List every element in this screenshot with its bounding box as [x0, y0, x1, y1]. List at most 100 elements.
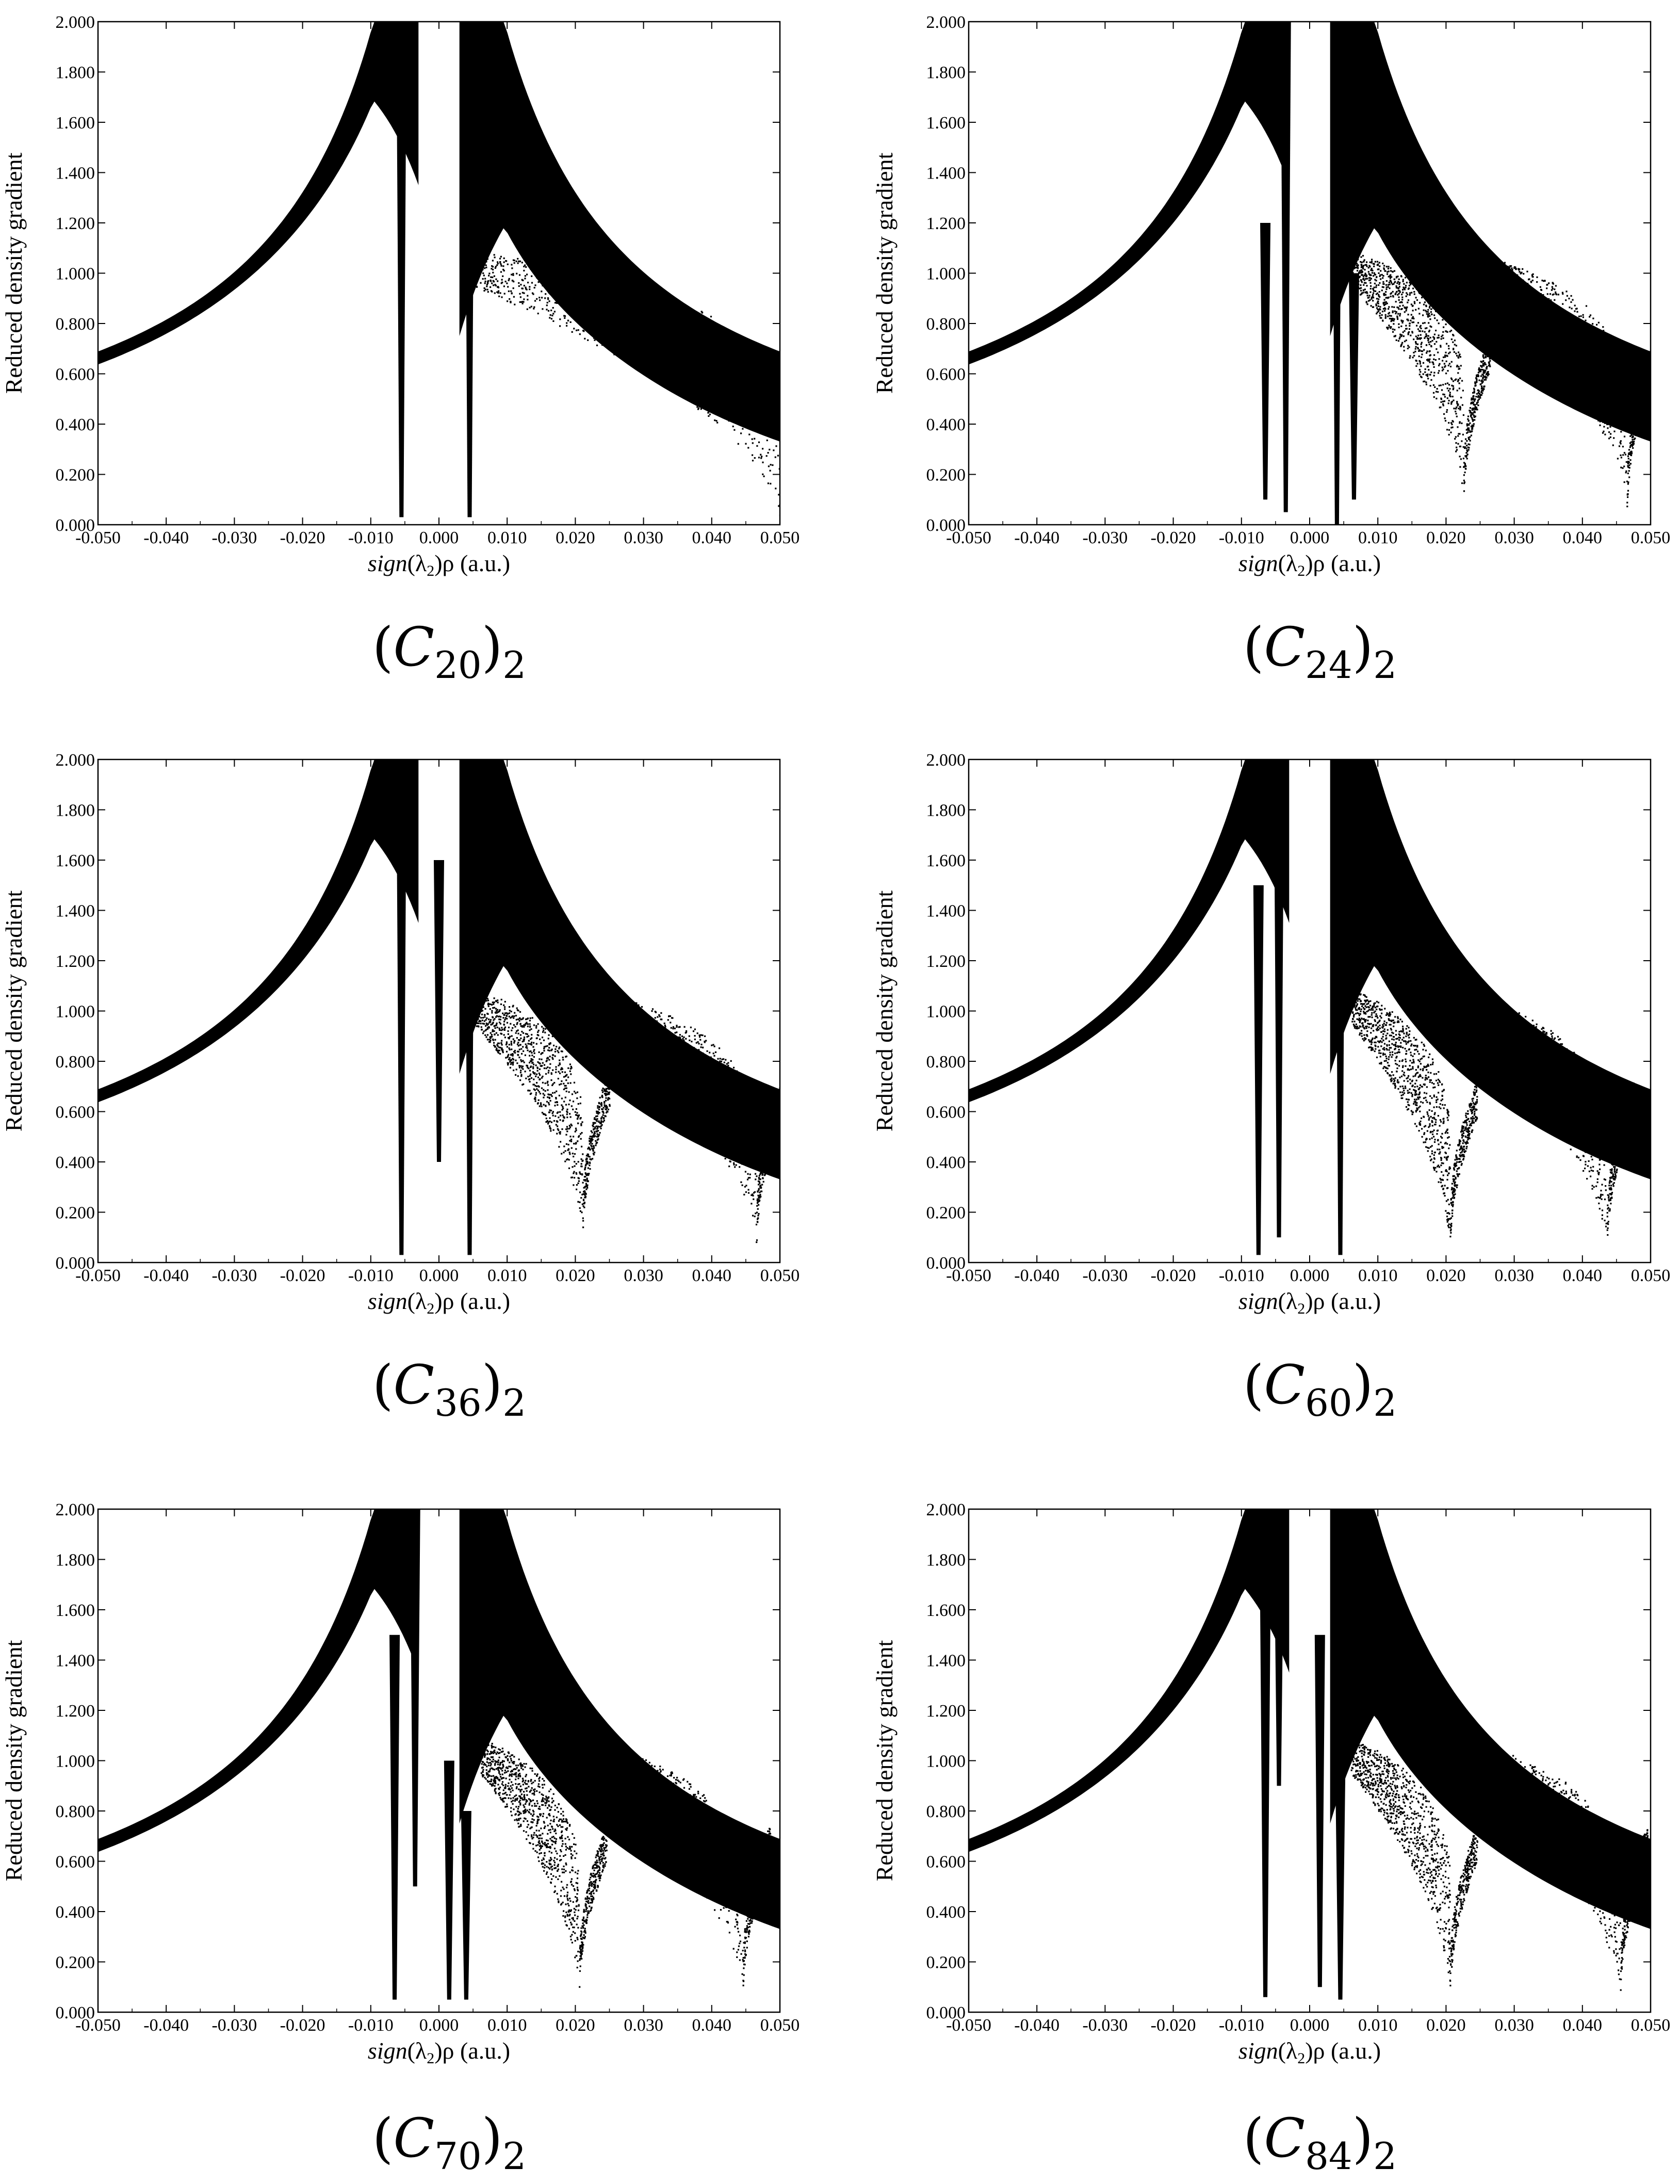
x-tick-label: -0.020	[1151, 528, 1196, 547]
x-tick-label: 0.010	[1358, 1266, 1398, 1285]
plot-frame	[97, 1508, 781, 2013]
x-tick-label: 0.020	[1426, 1266, 1466, 1285]
chart-panel-2: -0.050 -0.040 -0.030 -0.020 -0.010 0.000 0.010…	[871, 13, 1670, 687]
y-tick-label: 0.800	[56, 1802, 95, 1821]
dip-cloud-2	[589, 989, 780, 1243]
scatter-band-negative	[969, 22, 1290, 365]
y-tick-label: 1.000	[926, 265, 966, 284]
scatter-band-negative	[98, 1509, 419, 1852]
x-tick-label: 0.000	[1290, 528, 1330, 547]
y-tick-label: 1.400	[56, 1652, 95, 1671]
panel-caption: (C70)2	[372, 2107, 526, 2178]
x-tick-label: -0.050	[75, 528, 121, 547]
x-axis-title: sign(λ2)ρ (a.u.)	[368, 550, 510, 579]
x-tick-label: -0.050	[946, 2016, 991, 2035]
x-tick-label: 0.040	[1563, 528, 1603, 547]
x-tick-label: 0.040	[1563, 1266, 1603, 1285]
x-tick-label: -0.040	[1014, 1266, 1059, 1285]
y-tick-label: 0.600	[926, 365, 966, 384]
y-axis-title: Reduced density gradient	[1, 1640, 27, 1882]
x-tick-label: -0.050	[946, 528, 991, 547]
y-axis-title: Reduced density gradient	[871, 153, 898, 394]
x-tick-label: 0.030	[1494, 2016, 1534, 2035]
spike-2	[434, 860, 444, 1162]
y-tick-label: 0.000	[56, 516, 95, 535]
x-tick-label: 0.020	[556, 528, 595, 547]
scatter-band-negative	[969, 759, 1290, 1103]
plot-area	[969, 1509, 1651, 2000]
y-axis: 0.000 0.200 0.400 0.600 0.800 1.000 1.200 1.400…	[56, 1500, 780, 2023]
y-tick-label: 1.400	[926, 164, 966, 183]
y-tick-label: 2.000	[56, 13, 95, 32]
y-tick-label: 1.800	[56, 801, 95, 820]
x-axis-title: sign(λ2)ρ (a.u.)	[368, 1288, 510, 1317]
x-tick-label: -0.020	[1151, 2016, 1196, 2035]
x-tick-label: -0.020	[280, 1266, 325, 1285]
x-tick-label: -0.040	[1014, 528, 1059, 547]
x-tick-label: 0.040	[1563, 2016, 1603, 2035]
y-tick-label: 0.200	[926, 466, 966, 485]
x-axis: -0.050 -0.040 -0.030 -0.020 -0.010 0.000 0.010…	[946, 759, 1670, 1285]
chart-panel-5: -0.050 -0.040 -0.030 -0.020 -0.010 0.000 0.010…	[1, 1500, 800, 2178]
plot-area	[98, 1509, 780, 2000]
y-tick-label: 0.200	[56, 466, 95, 485]
y-tick-label: 1.800	[56, 63, 95, 83]
scatter-band-positive	[1330, 22, 1651, 442]
x-tick-label: 0.050	[1631, 1266, 1671, 1285]
x-tick-label: 0.010	[487, 1266, 527, 1285]
y-axis: 0.000 0.200 0.400 0.600 0.800 1.000 1.200 1.400…	[926, 1500, 1651, 2023]
scatter-band-positive	[459, 1509, 780, 1929]
dip-cloud-1	[473, 252, 780, 516]
y-tick-label: 2.000	[926, 751, 966, 770]
x-axis-title: sign(λ2)ρ (a.u.)	[368, 2037, 510, 2067]
y-tick-label: 1.600	[56, 1601, 95, 1620]
x-tick-label: -0.010	[348, 528, 394, 547]
y-tick-label: 2.000	[926, 13, 966, 32]
panel-caption: (C84)2	[1243, 2107, 1397, 2178]
y-tick-label: 0.000	[926, 1254, 966, 1273]
y-tick-label: 1.000	[926, 1002, 966, 1022]
y-tick-label: 1.400	[926, 1652, 966, 1671]
chart-panel-3: -0.050 -0.040 -0.030 -0.020 -0.010 0.000 0.010…	[1, 751, 800, 1425]
plot-frame	[97, 21, 781, 526]
spike-2	[410, 1509, 420, 1887]
x-tick-label: -0.030	[1082, 528, 1128, 547]
y-tick-label: 1.400	[56, 902, 95, 921]
spike-1	[1253, 885, 1264, 1255]
y-tick-label: 0.600	[56, 1103, 95, 1122]
plot-frame	[968, 1508, 1652, 2013]
x-tick-label: 0.030	[624, 528, 663, 547]
scatter-band-positive	[1330, 759, 1651, 1179]
panel-caption: (C60)2	[1243, 1353, 1397, 1425]
x-axis-title: sign(λ2)ρ (a.u.)	[1238, 2037, 1381, 2067]
y-tick-label: 1.400	[926, 902, 966, 921]
x-tick-label: 0.050	[1631, 528, 1671, 547]
x-tick-label: 0.000	[419, 528, 459, 547]
x-tick-label: 0.000	[419, 2016, 459, 2035]
spike-3	[464, 759, 475, 1255]
y-axis-title: Reduced density gradient	[871, 891, 898, 1132]
y-tick-label: 0.400	[926, 1903, 966, 1922]
y-tick-label: 0.000	[926, 2003, 966, 2023]
x-tick-label: 0.030	[1494, 528, 1534, 547]
x-tick-label: -0.010	[348, 1266, 394, 1285]
x-tick-label: -0.040	[143, 528, 189, 547]
dip-cloud-1	[1350, 1738, 1478, 1986]
y-tick-label: 0.800	[926, 1053, 966, 1072]
x-axis-title: sign(λ2)ρ (a.u.)	[1238, 550, 1381, 579]
y-axis-title: Reduced density gradient	[1, 891, 27, 1132]
y-tick-label: 1.800	[56, 1551, 95, 1570]
plot-frame	[968, 21, 1652, 526]
y-tick-label: 0.200	[56, 1204, 95, 1223]
scatter-band-positive	[1330, 1509, 1651, 1929]
y-tick-label: 1.600	[926, 851, 966, 870]
plot-area	[98, 22, 780, 517]
y-tick-label: 1.200	[926, 952, 966, 971]
y-tick-label: 0.200	[56, 1953, 95, 1972]
y-tick-label: 1.800	[926, 63, 966, 83]
spike-1	[396, 759, 407, 1255]
scatter-band-positive	[459, 759, 780, 1179]
x-axis: -0.050 -0.040 -0.030 -0.020 -0.010 0.000 0.010…	[75, 22, 800, 547]
spike-1	[1260, 1610, 1271, 1997]
